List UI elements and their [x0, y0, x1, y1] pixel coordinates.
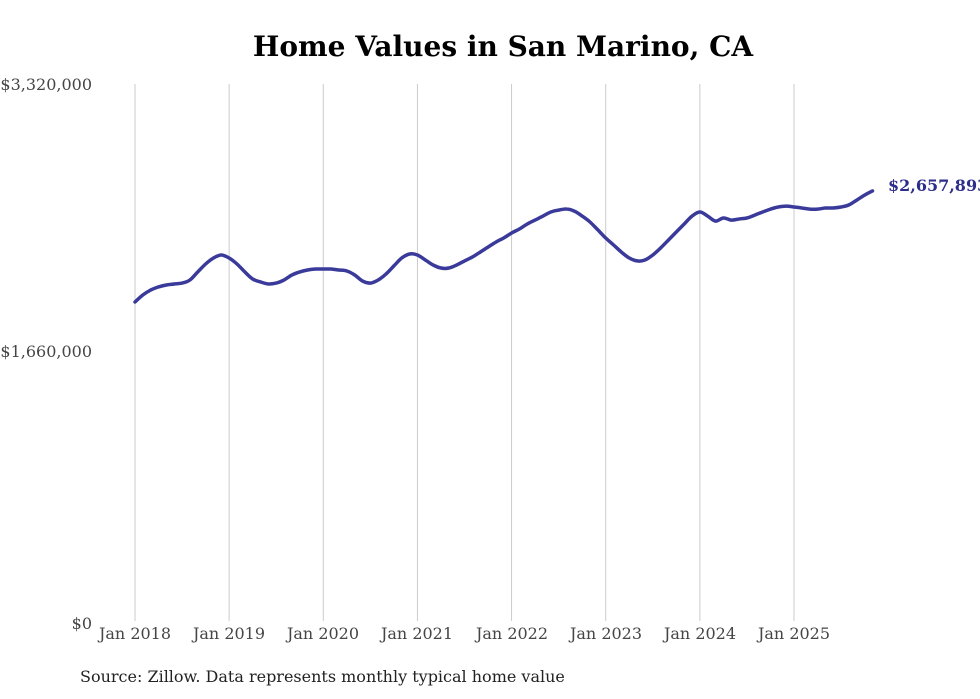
y-axis-tick-label-middle: $1,660,000 — [0, 342, 92, 361]
x-axis-tick-label-2023: Jan 2023 — [569, 624, 643, 643]
home-value-line — [133, 189, 875, 304]
x-axis-tick-label-2021: Jan 2021 — [380, 624, 454, 643]
source-note: Source: Zillow. Data represents monthly … — [80, 667, 565, 686]
y-axis-tick-label-zero: $0 — [71, 614, 92, 633]
x-axis-tick-label-2019: Jan 2019 — [192, 624, 266, 643]
x-axis-tick-label-2025: Jan 2025 — [757, 624, 831, 643]
x-axis-tick-label-2018: Jan 2018 — [98, 624, 172, 643]
x-axis-tick-label-2020: Jan 2020 — [286, 624, 360, 643]
x-axis-tick-label-2022: Jan 2022 — [475, 624, 549, 643]
latest-value-label: $2,657,893 — [888, 176, 980, 195]
chart-title: Home Values in San Marino, CA — [252, 30, 754, 63]
x-axis-tick-label-2024: Jan 2024 — [663, 624, 737, 643]
vertical-gridlines — [134, 84, 795, 621]
y-axis-tick-label-top: $3,320,000 — [0, 75, 92, 94]
